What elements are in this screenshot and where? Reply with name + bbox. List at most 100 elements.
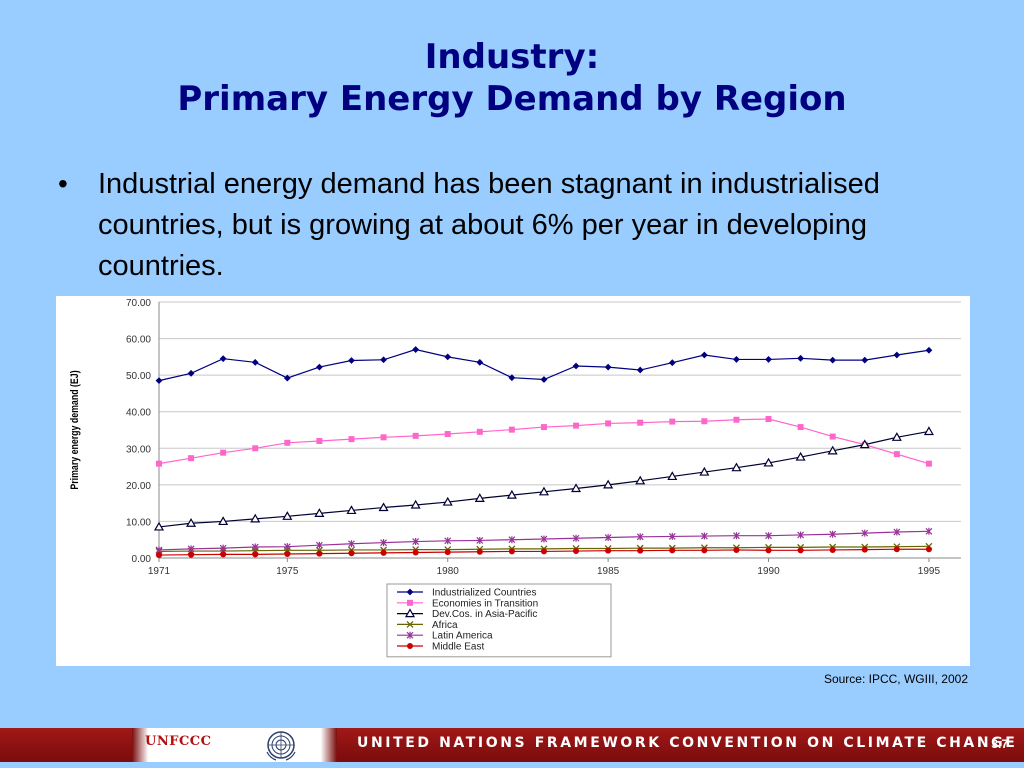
data-point [859,439,870,449]
data-point [378,502,389,512]
data-point [925,527,933,535]
bullet-dot-icon: • [58,168,68,199]
data-point [348,436,355,443]
data-point [508,536,516,544]
legend-label: Industrialized Countries [432,588,537,599]
legend-box [386,583,612,658]
footer-logo-band [132,728,337,762]
data-point [605,420,612,427]
data-point [444,537,452,545]
data-point [476,428,483,435]
data-point [283,543,291,551]
data-point [893,546,900,553]
data-point [442,496,453,506]
data-point [699,466,710,476]
data-point [829,356,837,364]
data-point [700,532,708,540]
data-point [829,530,837,538]
data-point [861,356,869,364]
data-point [380,434,387,441]
data-point [284,550,291,557]
data-point [188,551,195,558]
data-point [829,546,836,553]
data-point [797,424,804,431]
data-point [891,432,902,441]
data-point [603,479,614,489]
data-point [669,418,676,425]
slide-number: 3.7 [991,737,1008,751]
data-point [188,455,195,462]
data-point [733,532,740,540]
data-point [380,539,387,547]
legend-item: Industrialized Countries [397,588,537,599]
data-point [573,422,580,429]
data-point [763,457,774,467]
legend-item: Latin America [397,631,493,642]
data-point [220,449,227,456]
data-point [667,471,678,481]
data-point [314,508,325,517]
data-point [733,416,740,423]
data-point [348,550,355,557]
footer-banner: UNFCCC UNITED NATIONS FRAMEWORK CONVENTI… [0,728,1024,762]
series-line [158,430,930,528]
data-point [156,552,162,559]
data-point [765,416,772,423]
data-point [540,535,548,543]
data-point [250,513,261,523]
data-point [380,356,387,364]
legend-marker [406,631,414,639]
data-point [636,533,644,541]
data-point [540,424,547,431]
data-point [604,534,612,542]
chart-panel: 0.00 10.00 20.00 30.00 40.00 50.00 60.00 70.00 1… [56,296,970,666]
data-point [765,532,772,540]
data-point [315,541,323,549]
legend-label: Economies in Transition [432,598,538,609]
series-industrialized-countries [155,346,933,385]
legend-item: Dev.Cos. in Asia-Pacific [397,608,537,620]
data-point [316,550,323,557]
y-tick-label: 70.00 [126,298,151,309]
data-point [573,548,580,555]
data-point [572,362,580,370]
data-point [219,544,227,552]
legend-label: Latin America [432,631,493,642]
y-tick-label: 60.00 [126,335,151,346]
data-point [506,489,517,499]
data-point [155,377,163,385]
data-point [412,538,420,546]
data-point [829,433,836,440]
data-point [476,548,483,555]
data-point [701,547,708,554]
data-point [797,531,805,539]
data-point [765,356,772,363]
y-tick-label: 50.00 [126,371,151,382]
data-point [282,511,293,520]
data-point [153,521,165,531]
data-point [669,547,676,554]
y-tick-label: 10.00 [126,517,151,528]
y-tick-label: 40.00 [126,408,151,419]
un-emblem-icon [266,731,296,761]
legend-item: Africa [397,620,458,631]
data-point [444,549,451,556]
data-point [508,548,515,555]
series-dev-cos-in-asia-pacific [153,426,934,531]
data-point [668,359,676,367]
data-point [251,358,259,366]
data-point [923,426,934,436]
x-tick-label: 1971 [148,566,171,577]
slide-title-line-1: Industry: [424,37,600,77]
data-point [893,351,901,359]
data-point [412,549,419,556]
x-tick-label: 1980 [437,566,460,577]
data-point [765,547,772,554]
data-point [348,357,355,364]
data-point [893,451,900,458]
legend-marker [407,643,413,649]
legend-marker [406,588,414,596]
data-point [861,546,868,553]
data-point [635,475,646,485]
